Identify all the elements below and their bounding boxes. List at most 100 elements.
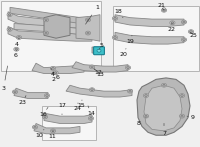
Circle shape	[112, 16, 118, 20]
Circle shape	[181, 115, 183, 117]
Circle shape	[34, 126, 36, 128]
Circle shape	[14, 91, 16, 93]
Circle shape	[183, 21, 185, 23]
Polygon shape	[144, 85, 182, 131]
Circle shape	[143, 94, 149, 97]
Circle shape	[145, 95, 147, 97]
Circle shape	[190, 31, 192, 32]
Circle shape	[16, 36, 22, 39]
Text: 5: 5	[99, 43, 104, 49]
Polygon shape	[10, 7, 92, 25]
Circle shape	[114, 17, 116, 19]
Circle shape	[46, 95, 48, 97]
Circle shape	[163, 9, 165, 11]
Text: 6: 6	[56, 75, 60, 80]
Circle shape	[43, 18, 49, 22]
Circle shape	[32, 125, 38, 129]
Text: 6: 6	[14, 50, 18, 58]
Text: 25: 25	[190, 32, 198, 38]
Circle shape	[112, 36, 118, 39]
Text: 7: 7	[162, 123, 166, 136]
Polygon shape	[115, 32, 184, 44]
Circle shape	[45, 19, 47, 21]
Text: 20: 20	[120, 49, 128, 57]
Circle shape	[50, 129, 56, 133]
Circle shape	[44, 94, 50, 97]
Circle shape	[179, 114, 185, 118]
FancyBboxPatch shape	[113, 6, 199, 71]
Circle shape	[8, 29, 11, 30]
Circle shape	[14, 47, 19, 51]
Polygon shape	[44, 113, 92, 123]
Text: 13: 13	[94, 69, 104, 77]
Polygon shape	[14, 24, 88, 35]
Text: 16: 16	[39, 107, 48, 117]
Circle shape	[161, 83, 167, 87]
Circle shape	[7, 27, 12, 31]
Polygon shape	[66, 85, 132, 97]
Text: 19: 19	[126, 35, 134, 44]
Circle shape	[127, 89, 133, 93]
Text: 14: 14	[87, 106, 95, 116]
Circle shape	[43, 31, 49, 35]
Polygon shape	[137, 78, 190, 135]
Circle shape	[97, 49, 101, 52]
Circle shape	[53, 71, 58, 75]
FancyBboxPatch shape	[1, 1, 101, 71]
Circle shape	[162, 8, 166, 10]
Circle shape	[15, 48, 18, 50]
Circle shape	[50, 66, 56, 70]
Circle shape	[179, 94, 185, 97]
Circle shape	[181, 38, 187, 42]
Polygon shape	[8, 12, 92, 28]
Circle shape	[85, 18, 91, 22]
Circle shape	[45, 32, 47, 34]
Polygon shape	[8, 26, 92, 41]
Circle shape	[91, 89, 93, 91]
Circle shape	[161, 8, 167, 12]
Circle shape	[89, 65, 95, 69]
Text: 1: 1	[86, 5, 99, 24]
Circle shape	[181, 95, 183, 97]
Circle shape	[85, 31, 91, 35]
Circle shape	[114, 37, 116, 39]
Polygon shape	[76, 15, 100, 41]
Circle shape	[129, 90, 131, 92]
Text: 22: 22	[167, 24, 175, 32]
Circle shape	[91, 66, 93, 68]
Circle shape	[188, 30, 194, 34]
Polygon shape	[92, 47, 104, 54]
Circle shape	[145, 115, 147, 117]
Text: 3: 3	[2, 66, 8, 91]
Text: 11: 11	[48, 131, 56, 139]
Circle shape	[42, 115, 48, 119]
Text: 4: 4	[15, 38, 19, 47]
Polygon shape	[44, 15, 70, 38]
Circle shape	[163, 84, 165, 86]
Circle shape	[183, 39, 185, 41]
Circle shape	[171, 22, 174, 24]
Circle shape	[181, 20, 187, 24]
Circle shape	[7, 13, 12, 17]
Circle shape	[143, 114, 149, 118]
Text: 10: 10	[35, 129, 44, 138]
Polygon shape	[14, 88, 48, 98]
Polygon shape	[72, 62, 128, 72]
Circle shape	[44, 116, 46, 118]
Text: 8: 8	[137, 118, 146, 126]
Circle shape	[18, 37, 20, 39]
Circle shape	[127, 67, 129, 69]
Text: 12: 12	[94, 69, 102, 75]
Circle shape	[90, 117, 92, 119]
Circle shape	[54, 72, 57, 74]
Circle shape	[12, 90, 18, 94]
Circle shape	[87, 32, 89, 34]
FancyBboxPatch shape	[94, 47, 104, 55]
FancyBboxPatch shape	[42, 106, 96, 140]
Polygon shape	[115, 15, 184, 26]
Circle shape	[87, 19, 89, 21]
Circle shape	[170, 21, 175, 25]
Text: 9: 9	[187, 115, 195, 120]
Circle shape	[52, 67, 54, 69]
Circle shape	[89, 88, 95, 92]
